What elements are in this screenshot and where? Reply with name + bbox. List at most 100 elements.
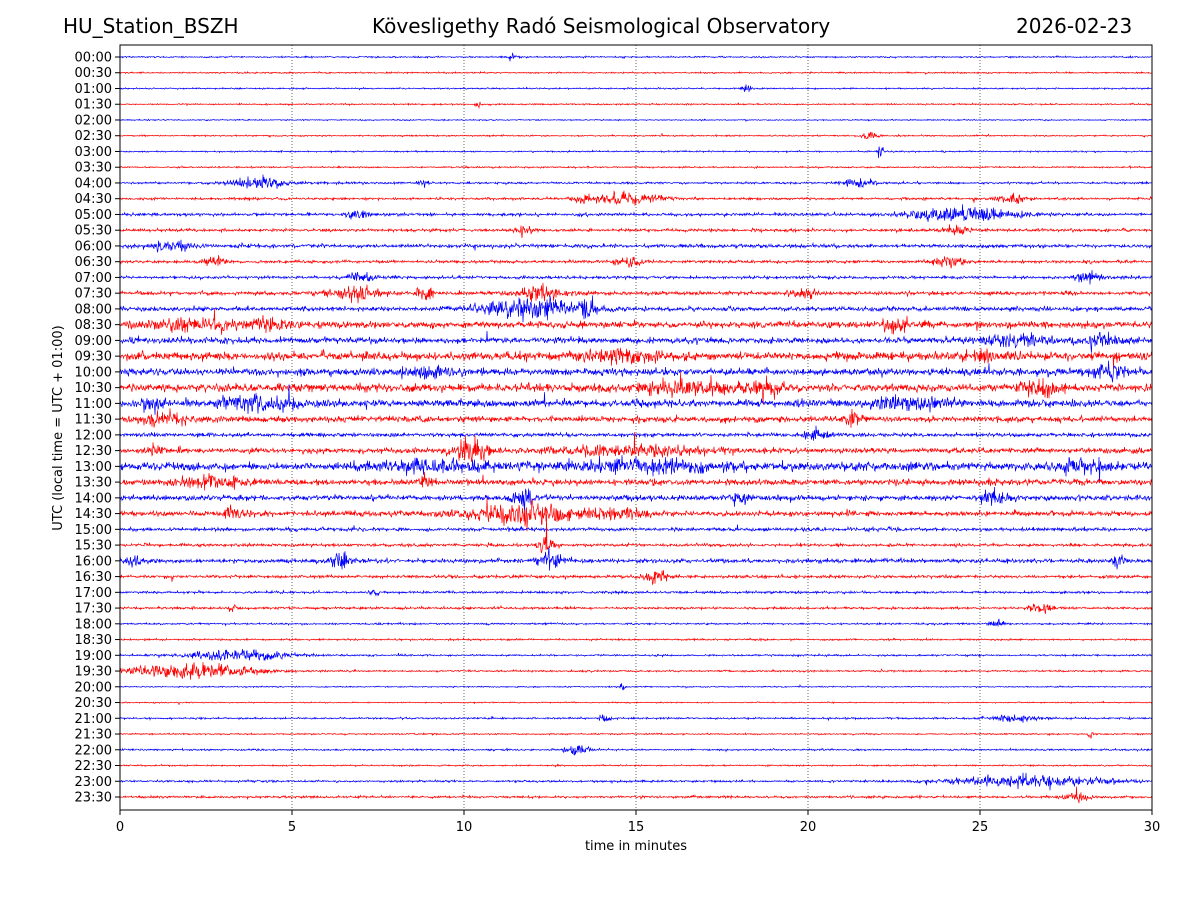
y-tick-label: 13:30 <box>75 476 112 491</box>
y-tick-label: 03:30 <box>75 161 112 176</box>
y-tick-label: 18:30 <box>75 633 112 648</box>
trace-0930 <box>119 347 1153 370</box>
trace-1000 <box>119 360 1153 383</box>
trace-1600 <box>119 547 1153 571</box>
trace-1530 <box>119 514 1153 554</box>
y-tick-label: 01:00 <box>75 82 112 97</box>
trace-0400 <box>119 174 1153 189</box>
y-tick-label: 10:00 <box>75 365 112 380</box>
y-tick-label: 10:30 <box>75 381 112 396</box>
trace-1700 <box>119 589 1153 597</box>
x-tick-label: 30 <box>1144 820 1161 835</box>
y-tick-label: 06:30 <box>75 255 112 270</box>
y-tick-label: 18:00 <box>75 617 112 632</box>
trace-2100 <box>119 714 1153 723</box>
trace-0700 <box>119 270 1153 285</box>
trace-0000 <box>119 52 1153 62</box>
trace-1630 <box>119 570 1153 586</box>
y-tick-label: 04:00 <box>75 176 112 191</box>
y-tick-label: 23:30 <box>75 791 112 806</box>
y-tick-label: 02:30 <box>75 129 112 144</box>
y-tick-label: 17:00 <box>75 586 112 601</box>
x-tick-label: 10 <box>456 820 473 835</box>
y-axis-label: UTC (local time = UTC + 01:00) <box>51 325 66 530</box>
y-tick-label: 08:30 <box>75 318 112 333</box>
trace-2000 <box>119 683 1153 691</box>
trace-1100 <box>119 384 1153 415</box>
y-tick-label: 14:30 <box>75 507 112 522</box>
y-tick-label: 04:30 <box>75 192 112 207</box>
trace-0330 <box>119 164 1153 170</box>
y-tick-label: 00:00 <box>75 51 112 66</box>
trace-2130 <box>119 731 1153 739</box>
trace-0530 <box>119 224 1152 239</box>
y-tick-label: 22:30 <box>75 759 112 774</box>
trace-0730 <box>119 282 1153 304</box>
y-tick-label: 00:30 <box>75 66 112 81</box>
trace-1300 <box>119 455 1153 484</box>
y-tick-label: 22:00 <box>75 743 112 758</box>
trace-1030 <box>119 372 1153 405</box>
y-tick-label: 16:30 <box>75 570 112 585</box>
trace-0900 <box>119 330 1153 353</box>
trace-2030 <box>119 700 1153 705</box>
y-tick-label: 05:30 <box>75 224 112 239</box>
y-tick-label: 21:30 <box>75 728 112 743</box>
x-tick-label: 25 <box>972 820 989 835</box>
trace-1730 <box>119 603 1153 614</box>
x-tick-label: 0 <box>116 820 124 835</box>
y-tick-label: 13:00 <box>75 460 112 475</box>
trace-0630 <box>119 255 1153 269</box>
trace-0230 <box>119 131 1153 140</box>
trace-2230 <box>119 763 1153 768</box>
trace-0600 <box>119 239 1153 253</box>
trace-1500 <box>119 524 1153 533</box>
x-tick-label: 20 <box>800 820 817 835</box>
y-tick-label: 03:00 <box>75 145 112 160</box>
trace-1130 <box>119 408 1153 428</box>
y-tick-label: 07:00 <box>75 271 112 286</box>
trace-2200 <box>119 745 1153 756</box>
trace-1330 <box>119 471 1153 491</box>
chart-title: Kövesligethy Radó Seismological Observat… <box>372 14 831 38</box>
y-tick-label: 23:00 <box>75 775 112 790</box>
trace-1930 <box>119 662 1152 680</box>
trace-2300 <box>119 772 1153 791</box>
y-tick-label: 15:30 <box>75 539 112 554</box>
trace-0200 <box>119 118 1153 123</box>
y-tick-label: 16:00 <box>75 554 112 569</box>
trace-1430 <box>119 498 1153 532</box>
trace-0300 <box>119 146 1152 159</box>
y-tick-label: 20:00 <box>75 680 112 695</box>
y-tick-label: 05:00 <box>75 208 112 223</box>
x-tick-label: 15 <box>628 820 645 835</box>
station-name: HU_Station_BSZH <box>63 14 239 38</box>
y-tick-label: 06:00 <box>75 239 112 254</box>
trace-0100 <box>120 84 1152 92</box>
trace-0500 <box>119 204 1153 222</box>
y-tick-label: 15:00 <box>75 523 112 538</box>
y-tick-label: 19:30 <box>75 665 112 680</box>
y-tick-label: 09:00 <box>75 334 112 349</box>
y-tick-label: 02:00 <box>75 113 112 128</box>
y-tick-label: 01:30 <box>75 98 112 113</box>
y-tick-label: 08:00 <box>75 302 112 317</box>
trace-0130 <box>119 101 1153 110</box>
trace-1400 <box>119 486 1153 512</box>
y-tick-label: 12:00 <box>75 428 112 443</box>
trace-1200 <box>119 425 1153 441</box>
trace-1830 <box>119 637 1153 643</box>
chart-date: 2026-02-23 <box>1016 14 1133 38</box>
trace-0800 <box>119 295 1153 323</box>
trace-2330 <box>119 786 1153 804</box>
trace-1800 <box>119 618 1152 627</box>
y-tick-label: 11:30 <box>75 413 112 428</box>
x-tick-label: 5 <box>288 820 296 835</box>
trace-0030 <box>120 70 1153 75</box>
y-tick-label: 21:00 <box>75 712 112 727</box>
trace-1900 <box>119 648 1153 661</box>
y-tick-label: 19:00 <box>75 649 112 664</box>
y-tick-label: 17:30 <box>75 602 112 617</box>
y-tick-label: 07:30 <box>75 287 112 302</box>
